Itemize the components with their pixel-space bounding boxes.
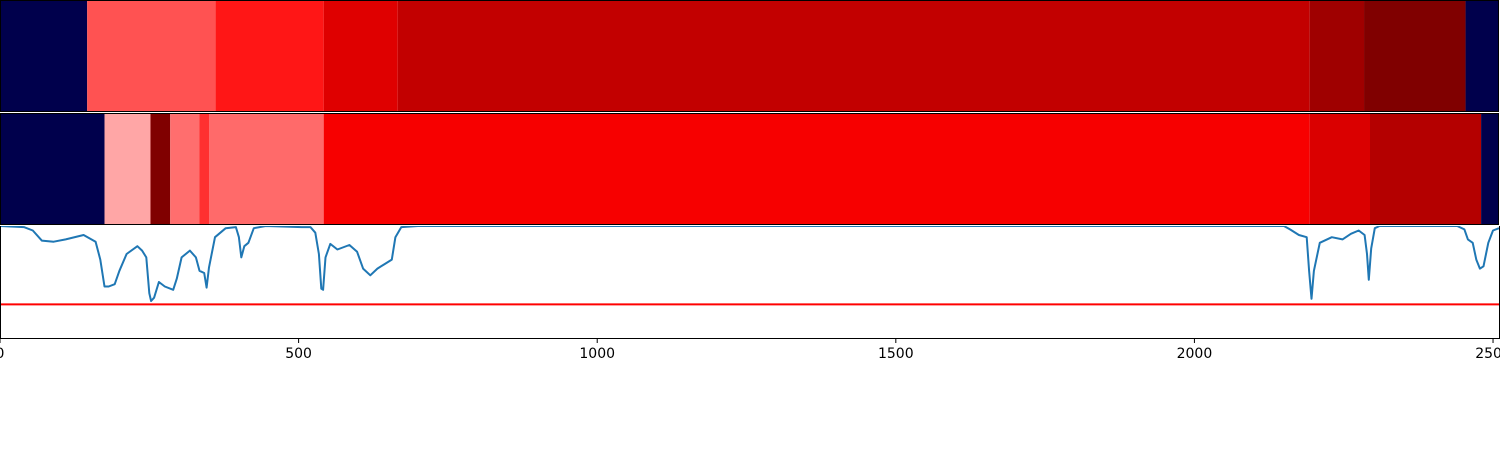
heatmap-segment [1481, 113, 1499, 225]
heatmap-segment [1309, 113, 1371, 225]
x-tick-label: 500 [285, 346, 312, 362]
x-tick-label: 0 [0, 346, 4, 362]
line-panel [0, 226, 1500, 339]
heatmap-row-bottom [0, 113, 1499, 225]
heatmap-segment [1370, 113, 1482, 225]
heatmap-segment [323, 0, 398, 112]
heatmap-segment [1309, 0, 1365, 112]
heatmap-segment [87, 0, 216, 112]
x-tick-label: 2500 [1475, 346, 1500, 362]
heatmap-row-top [0, 0, 1499, 112]
heatmap-segment [323, 113, 1310, 225]
heatmap-segment [1465, 0, 1499, 112]
heatmap-segment [1364, 0, 1466, 112]
heatmap-row-frame [0, 0, 1499, 112]
x-tick-label: 1000 [579, 346, 615, 362]
heatmap-segment [199, 113, 210, 225]
heatmap-segment [0, 113, 105, 225]
heatmap-segment [0, 0, 88, 112]
heatmap-segment [397, 0, 1310, 112]
heatmap-segment [209, 113, 324, 225]
heatmap-segment [170, 113, 200, 225]
heatmap-segment [150, 113, 171, 225]
heatmap-segment [104, 113, 151, 225]
heatmap-segment [215, 0, 324, 112]
series-line [0, 226, 1500, 302]
x-tick-label: 2000 [1177, 346, 1213, 362]
x-tick-label: 1500 [878, 346, 914, 362]
x-axis: 0 500 1000 1500 2000 2500 [0, 338, 1500, 362]
heatmap-row-frame [0, 113, 1499, 225]
